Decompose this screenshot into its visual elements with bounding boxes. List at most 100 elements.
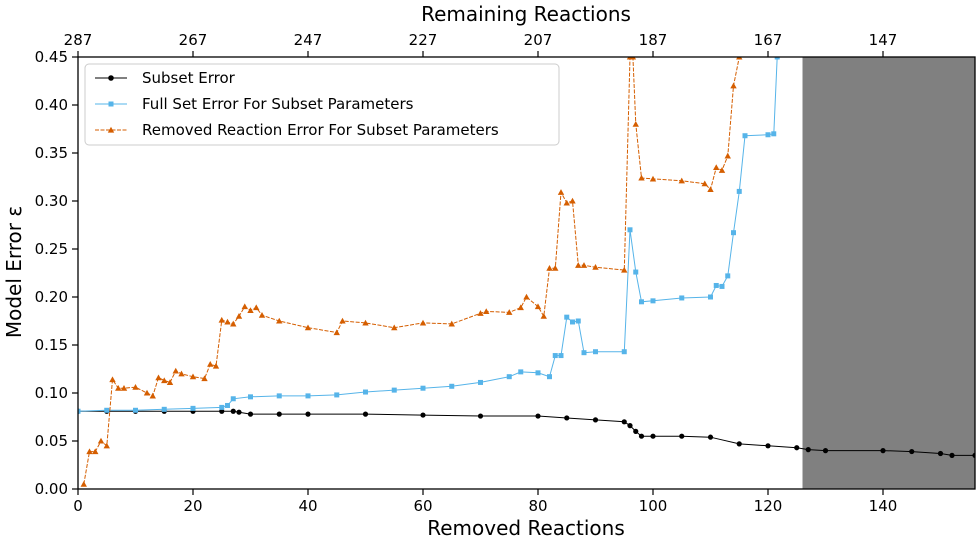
data-point xyxy=(109,376,116,383)
data-point xyxy=(540,313,547,319)
y-tick-label: 0.15 xyxy=(35,336,68,354)
data-point xyxy=(713,282,719,288)
legend-marker xyxy=(107,126,115,133)
data-point xyxy=(718,167,726,173)
data-point xyxy=(730,82,737,89)
data-point xyxy=(477,310,484,316)
data-point xyxy=(391,387,397,393)
data-point xyxy=(650,298,656,304)
x-tick-label: 0 xyxy=(73,497,83,515)
data-point xyxy=(172,367,179,374)
data-point xyxy=(477,413,484,419)
data-point xyxy=(592,417,599,423)
data-point xyxy=(822,448,829,454)
data-point xyxy=(253,304,260,311)
data-point xyxy=(724,152,731,159)
series-line xyxy=(78,410,975,456)
data-point xyxy=(478,379,483,385)
data-point xyxy=(621,349,627,355)
y-tick-label: 0.00 xyxy=(35,480,68,498)
data-point xyxy=(650,433,656,439)
data-point xyxy=(570,319,575,325)
data-point xyxy=(276,393,282,399)
data-point xyxy=(742,133,748,139)
x-tick-label: 60 xyxy=(413,497,432,515)
x-tick-label: 80 xyxy=(528,497,547,515)
y-tick-label: 0.05 xyxy=(35,432,68,450)
data-point xyxy=(557,189,565,195)
legend-marker xyxy=(108,101,114,107)
data-point xyxy=(391,324,398,331)
data-point xyxy=(679,295,685,301)
top-tick-label: 227 xyxy=(409,31,438,49)
data-point xyxy=(80,481,87,487)
data-point xyxy=(575,318,581,324)
y-tick-label: 0.30 xyxy=(35,192,68,210)
data-point xyxy=(305,411,311,417)
data-point xyxy=(535,370,541,376)
data-point xyxy=(115,385,122,391)
legend-label: Full Set Error For Subset Parameters xyxy=(142,95,414,113)
plot-frame xyxy=(77,56,976,490)
data-point xyxy=(155,374,162,381)
y-tick-label: 0.35 xyxy=(35,144,68,162)
data-point xyxy=(621,419,627,425)
data-point xyxy=(230,396,236,402)
top-axis-title: Remaining Reactions xyxy=(421,2,631,26)
y-tick-label: 0.10 xyxy=(35,384,68,402)
data-point xyxy=(305,393,311,399)
data-point xyxy=(627,227,633,233)
top-tick-label: 207 xyxy=(524,31,553,49)
data-point xyxy=(679,433,685,439)
data-point xyxy=(235,313,243,319)
series-3 xyxy=(80,57,743,487)
data-point xyxy=(132,384,139,390)
data-point xyxy=(701,180,708,187)
data-point xyxy=(276,411,282,417)
data-point xyxy=(805,447,811,453)
data-point xyxy=(161,406,167,412)
data-point xyxy=(207,361,214,367)
data-point xyxy=(558,353,564,359)
data-point xyxy=(765,132,771,138)
top-tick-label: 267 xyxy=(179,31,208,49)
x-tick-label: 120 xyxy=(754,497,783,515)
data-point xyxy=(230,408,236,414)
data-point xyxy=(258,312,266,318)
data-point xyxy=(161,377,168,384)
data-point xyxy=(564,415,570,421)
data-point xyxy=(592,264,599,270)
data-point xyxy=(880,448,886,454)
data-point xyxy=(731,230,736,236)
data-point xyxy=(201,375,208,382)
data-point xyxy=(218,316,225,323)
series-2 xyxy=(78,57,780,414)
x-tick-label: 20 xyxy=(183,497,202,515)
data-point xyxy=(304,324,312,331)
data-point xyxy=(190,405,196,411)
series-line xyxy=(83,57,740,485)
data-point xyxy=(708,294,713,300)
data-point xyxy=(534,303,542,310)
data-point xyxy=(449,383,455,389)
data-point xyxy=(535,413,541,419)
data-point xyxy=(362,411,369,417)
data-point xyxy=(120,385,128,391)
data-point xyxy=(937,450,944,457)
legend-marker xyxy=(108,75,114,81)
y-tick-label: 0.20 xyxy=(35,288,68,306)
data-point xyxy=(506,309,513,315)
data-point xyxy=(420,412,426,418)
data-point xyxy=(632,121,639,127)
legend-item-3: Removed Reaction Error For Subset Parame… xyxy=(95,121,499,139)
data-point xyxy=(166,379,174,385)
data-point xyxy=(713,164,720,170)
data-point xyxy=(774,57,780,60)
data-point xyxy=(678,177,685,184)
y-tick-label: 0.45 xyxy=(35,48,68,66)
data-point xyxy=(580,262,588,268)
legend-item-2: Full Set Error For Subset Parameters xyxy=(95,95,414,113)
data-point xyxy=(104,407,110,413)
data-point xyxy=(707,434,714,440)
